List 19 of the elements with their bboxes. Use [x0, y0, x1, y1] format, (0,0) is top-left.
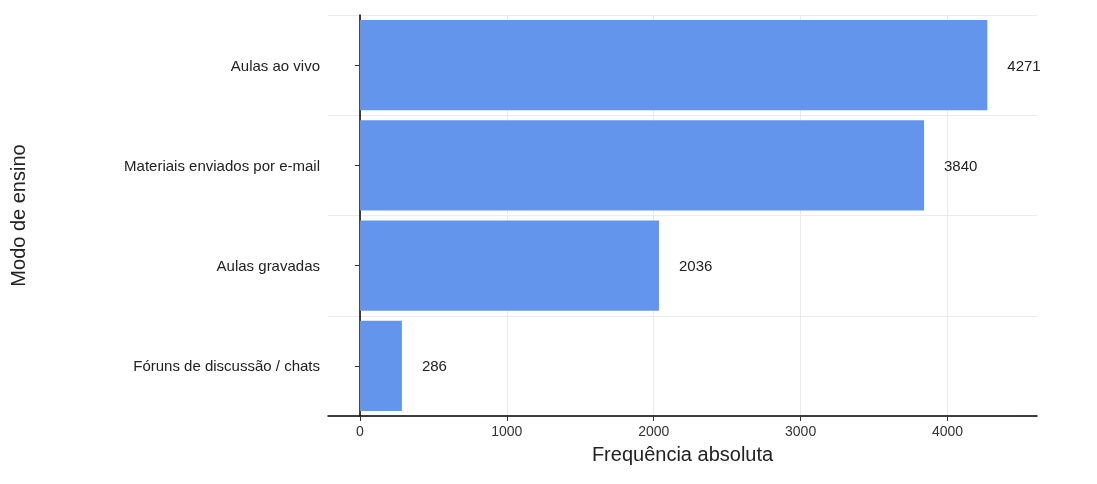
x-tick-label: 4000 [931, 423, 964, 439]
bar [359, 220, 659, 311]
x-tick-label: 0 [355, 423, 364, 439]
bar [359, 120, 925, 211]
y-tick-label: Fóruns de discussão / chats [133, 357, 320, 375]
bar [359, 320, 402, 411]
data-label: 286 [421, 357, 447, 375]
y-tick-label: Aulas ao vivo [230, 56, 320, 74]
data-label: 2036 [678, 257, 713, 275]
x-axis-title: Frequência absoluta [591, 443, 774, 465]
data-label: 3840 [944, 156, 978, 174]
y-axis-title: Modo de ensino [7, 144, 29, 287]
x-tick-label: 1000 [491, 423, 523, 439]
y-tick-label: Materiais enviados por e-mail [124, 156, 320, 174]
y-tick-label: Aulas gravadas [216, 257, 320, 275]
data-label: 4271 [1007, 56, 1041, 74]
x-tick-label: 2000 [638, 423, 670, 439]
bar [359, 20, 988, 111]
x-tick-label: 3000 [785, 423, 817, 439]
